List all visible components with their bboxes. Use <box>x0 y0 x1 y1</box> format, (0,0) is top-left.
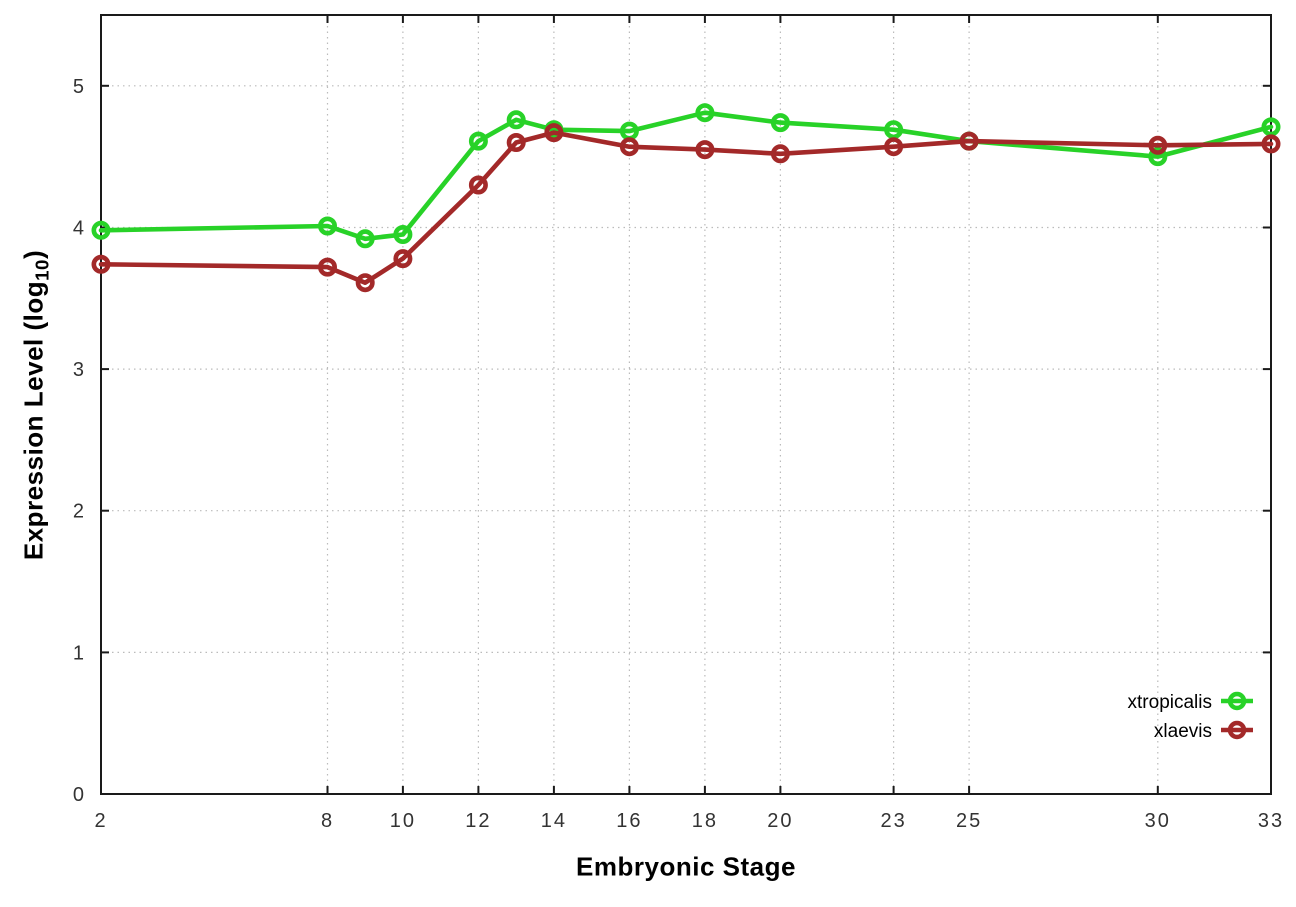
series-xlaevis <box>91 123 1281 293</box>
x-tick-label-18: 18 <box>692 810 718 832</box>
x-tick-label-14: 14 <box>541 810 567 832</box>
x-axis-title: Embryonic Stage <box>576 851 796 882</box>
data-point-xlaevis-stage-8 <box>317 257 337 277</box>
x-tick-label-2: 2 <box>94 810 107 832</box>
x-tick-label-8: 8 <box>321 810 334 832</box>
legend-label-xlaevis: xlaevis <box>1154 721 1212 742</box>
y-tick-label-3: 3 <box>73 359 86 381</box>
data-point-xtropicalis-stage-2 <box>91 220 111 240</box>
data-point-xlaevis-stage-12 <box>468 175 488 195</box>
data-point-xlaevis-stage-16 <box>619 137 639 157</box>
data-point-xlaevis-stage-25 <box>959 131 979 151</box>
data-point-xtropicalis-stage-30 <box>1148 147 1168 167</box>
data-point-xtropicalis-stage-8 <box>317 216 337 236</box>
plot-border <box>100 14 1272 795</box>
y-axis-title-subscript: 10 <box>31 259 53 281</box>
data-point-xtropicalis-stage-13 <box>506 110 526 130</box>
x-tick-label-12: 12 <box>465 810 491 832</box>
data-point-xlaevis-stage-10 <box>393 249 413 269</box>
data-point-xtropicalis-stage-23 <box>884 120 904 140</box>
data-point-xlaevis-stage-14 <box>544 123 564 143</box>
y-tick-label-4: 4 <box>73 218 86 240</box>
y-tick-label-2: 2 <box>73 501 86 523</box>
data-point-xlaevis-stage-18 <box>695 140 715 160</box>
legend-label-xtropicalis: xtropicalis <box>1128 692 1212 713</box>
data-point-xlaevis-stage-9 <box>355 273 375 293</box>
series-xtropicalis <box>91 103 1281 249</box>
y-axis-title-close: ) <box>18 249 49 260</box>
x-tick-label-16: 16 <box>616 810 642 832</box>
y-tick-label-1: 1 <box>73 642 86 664</box>
x-tick-label-20: 20 <box>767 810 793 832</box>
data-point-xtropicalis-stage-9 <box>355 229 375 249</box>
data-point-xlaevis-stage-33 <box>1261 134 1281 154</box>
legend-marker-xlaevis <box>1227 720 1247 740</box>
data-point-xtropicalis-stage-10 <box>393 225 413 245</box>
data-point-xlaevis-stage-13 <box>506 133 526 153</box>
data-point-xtropicalis-stage-12 <box>468 131 488 151</box>
gridlines <box>101 15 1271 794</box>
data-point-xtropicalis-stage-33 <box>1261 117 1281 137</box>
x-tick-label-23: 23 <box>880 810 906 832</box>
axis-ticks <box>100 15 1272 795</box>
data-point-xlaevis-stage-20 <box>770 144 790 164</box>
x-tick-label-33: 33 <box>1258 810 1284 832</box>
data-point-xlaevis-stage-30 <box>1148 135 1168 155</box>
data-point-xtropicalis-stage-18 <box>695 103 715 123</box>
x-tick-label-10: 10 <box>390 810 416 832</box>
y-tick-label-0: 0 <box>73 784 86 806</box>
x-tick-label-25: 25 <box>956 810 982 832</box>
data-point-xtropicalis-stage-20 <box>770 113 790 133</box>
x-tick-label-30: 30 <box>1145 810 1171 832</box>
series-line-xlaevis <box>98 130 1274 286</box>
y-axis-title-text: Expression Level (log <box>18 280 49 561</box>
y-tick-label-5: 5 <box>73 76 86 98</box>
legend: xtropicalis xlaevis <box>1128 691 1253 742</box>
series-line-xtropicalis <box>98 110 1274 242</box>
data-point-xlaevis-stage-2 <box>91 254 111 274</box>
legend-marker-xtropicalis <box>1227 691 1247 711</box>
data-point-xlaevis-stage-23 <box>884 137 904 157</box>
y-axis-title: Expression Level (log10) <box>18 250 53 560</box>
